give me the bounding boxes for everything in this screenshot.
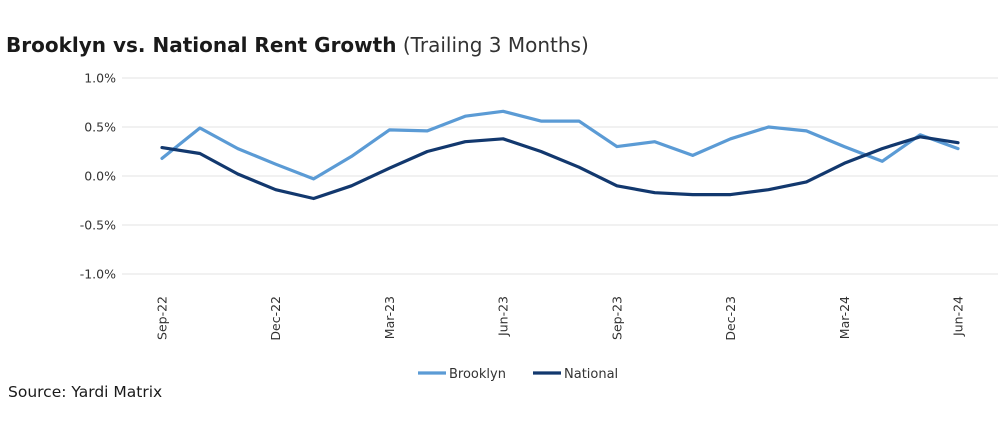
x-tick-label: Dec-22 — [268, 296, 283, 341]
series-lines — [160, 109, 960, 201]
chart-title: Brooklyn vs. National Rent Growth (Trail… — [6, 33, 589, 57]
source-note: Source: Yardi Matrix — [8, 383, 163, 401]
grid-lines — [122, 77, 998, 275]
x-tick-label: Mar-23 — [382, 296, 397, 339]
series-line-national — [160, 135, 960, 201]
chart-title-main: Brooklyn vs. National Rent Growth — [6, 33, 397, 57]
x-tick-label: Sep-22 — [155, 296, 170, 340]
x-tick-label: Dec-23 — [723, 296, 738, 341]
legend: Brooklyn National — [418, 367, 618, 382]
y-tick-label: 1.0% — [84, 71, 116, 86]
y-tick-label: -1.0% — [80, 267, 116, 282]
y-tick-label: 0.0% — [84, 169, 116, 184]
y-tick-label: -0.5% — [80, 218, 116, 233]
x-tick-label: Jun-24 — [951, 296, 966, 337]
y-tick-label: 0.5% — [84, 120, 116, 135]
y-axis-tick-labels: 1.0% 0.5% 0.0% -0.5% -1.0% — [80, 71, 116, 282]
legend-label-brooklyn: Brooklyn — [449, 367, 506, 382]
chart-subtitle: (Trailing 3 Months) — [402, 33, 589, 57]
x-tick-label: Sep-23 — [609, 296, 624, 340]
x-axis-tick-labels: Sep-22 Dec-22 Mar-23 Jun-23 Sep-23 Dec-23 Mar-… — [155, 296, 966, 341]
x-tick-label: Mar-24 — [837, 296, 852, 339]
legend-label-national: National — [564, 367, 618, 382]
series-line-brooklyn — [160, 109, 960, 181]
x-tick-label: Jun-23 — [496, 296, 511, 337]
